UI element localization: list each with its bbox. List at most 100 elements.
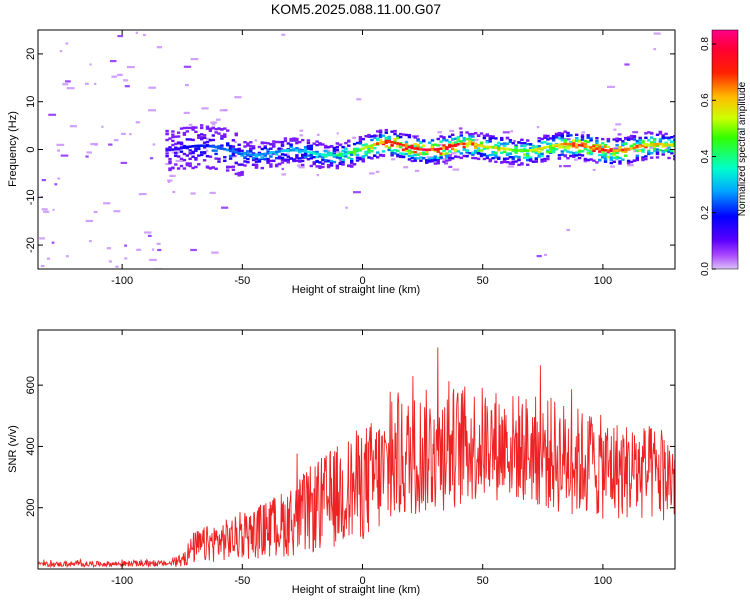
ridge-cell: [234, 161, 238, 165]
ridge-core: [508, 148, 512, 151]
noise-speckle: [136, 248, 142, 251]
ridge-cell: [419, 159, 423, 162]
ridge-cell: [546, 151, 550, 154]
ridge-cell: [217, 145, 221, 148]
ridge-cell: [517, 158, 521, 161]
ridge-cell: [508, 162, 513, 165]
ridge-cell: [254, 157, 259, 161]
ridge-cell: [168, 168, 172, 172]
ridge-core: [289, 148, 293, 152]
x-tick-label: 100: [594, 275, 612, 287]
ridge-core: [557, 143, 561, 146]
ridge-cell: [257, 160, 262, 163]
ridge-core: [551, 144, 555, 147]
ridge-core: [554, 143, 558, 147]
ridge-cell: [603, 144, 608, 147]
noise-speckle: [573, 158, 578, 161]
ridge-cell: [350, 164, 354, 168]
noise-speckle: [86, 151, 92, 154]
noise-speckle: [59, 50, 63, 53]
ridge-cell: [384, 137, 388, 140]
ridge-core: [266, 152, 270, 155]
ridge-core: [329, 153, 333, 157]
ridge-core: [491, 146, 495, 149]
ridge-cell: [650, 152, 654, 155]
ridge-cell: [618, 162, 622, 165]
ridge-cell: [572, 139, 576, 142]
ridge-cell: [315, 143, 319, 147]
ridge-core: [315, 152, 319, 156]
ridge-cell: [387, 148, 391, 152]
ridge-cell: [220, 134, 224, 138]
ridge-cell: [326, 164, 331, 167]
ridge-cell: [580, 142, 585, 145]
ridge-cell: [451, 157, 455, 160]
ridge-cell: [586, 140, 590, 144]
ridge-cell: [459, 140, 463, 143]
ridge-cell: [595, 161, 599, 164]
x-tick-label: -50: [234, 275, 250, 287]
ridge-cell: [526, 143, 530, 146]
ridge-cell: [511, 162, 515, 165]
ridge-cell: [563, 149, 567, 152]
ridge-cell: [560, 139, 564, 142]
snr-frame: [37, 329, 676, 570]
ridge-cell: [479, 141, 484, 144]
ridge-cell: [404, 133, 409, 137]
ridge-cell: [655, 151, 660, 154]
ridge-cell: [373, 147, 377, 150]
ridge-cell: [638, 139, 642, 142]
ridge-cell: [367, 135, 371, 138]
ridge-cell: [188, 126, 192, 130]
ridge-cell: [370, 135, 374, 138]
ridge-cell: [551, 148, 556, 152]
ridge-cell: [523, 144, 527, 147]
ridge-cell: [491, 153, 495, 156]
noise-speckle: [281, 167, 284, 171]
ridge-cell: [577, 140, 582, 143]
ridge-cell: [200, 153, 204, 157]
ridge-core: [179, 146, 183, 150]
ridge-cell: [260, 166, 264, 170]
ridge-cell: [549, 147, 553, 150]
ridge-cell: [655, 133, 660, 136]
noise-speckle: [65, 42, 69, 45]
ridge-cell: [165, 155, 169, 158]
ridge-cell: [494, 160, 498, 163]
ridge-cell: [448, 143, 452, 147]
ridge-cell: [589, 158, 593, 161]
ridge-core: [632, 146, 636, 150]
noise-speckle: [149, 258, 157, 261]
ridge-cell: [260, 141, 264, 144]
ridge-cell: [575, 137, 579, 140]
noise-speckle: [230, 155, 237, 158]
ridge-cell: [543, 141, 547, 144]
ridge-cell: [344, 141, 348, 145]
noise-speckle: [183, 111, 190, 114]
ridge-cell: [580, 138, 585, 141]
ridge-cell: [603, 158, 608, 162]
noise-speckle: [126, 66, 135, 69]
ridge-cell: [240, 163, 244, 166]
noise-speckle: [106, 247, 112, 250]
ridge-cell: [373, 154, 377, 157]
ridge-core: [456, 143, 460, 146]
ridge-cell: [465, 145, 469, 148]
ridge-cell: [205, 127, 210, 130]
ridge-cell: [263, 155, 267, 158]
ridge-cell: [482, 153, 487, 157]
ridge-core: [442, 146, 446, 150]
ridge-cell: [612, 152, 616, 155]
ridge-core: [624, 148, 627, 151]
ridge-cell: [551, 150, 556, 154]
ridge-cell: [200, 124, 204, 127]
ridge-core: [370, 144, 374, 147]
ridge-cell: [652, 145, 657, 148]
ridge-cell: [652, 141, 657, 144]
ridge-core: [667, 143, 671, 147]
ridge-cell: [277, 155, 282, 159]
ridge-cell: [303, 153, 308, 157]
ridge-core: [358, 148, 362, 151]
ridge-cell: [612, 153, 616, 156]
ridge-cell: [549, 137, 553, 140]
